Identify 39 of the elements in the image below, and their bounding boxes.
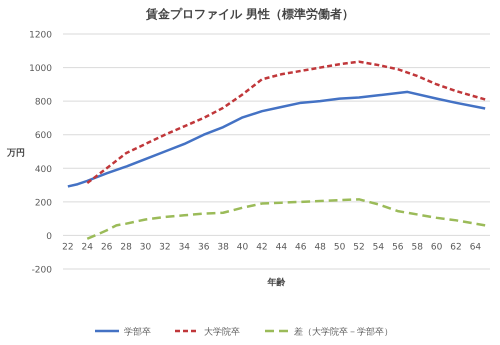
y-axis-title: 万円 [6,148,25,158]
x-tick-label: 52 [353,242,365,252]
x-tick-label: 54 [372,242,384,252]
x-tick-label: 38 [217,242,230,252]
y-tick-label: 1200 [29,30,52,40]
x-tick-label: 48 [314,242,326,252]
y-tick-label: 800 [34,98,52,108]
x-tick-label: 64 [470,242,482,252]
x-tick-label: 34 [178,242,190,252]
legend-label: 差（大学院卒－学部卒） [294,326,393,338]
x-tick-label: 50 [334,242,346,252]
line-series [66,90,486,188]
x-tick-label: 58 [411,242,424,252]
x-tick-label: 40 [236,242,249,252]
y-tick-label: 1000 [29,64,52,74]
x-tick-label: 28 [120,242,132,252]
x-tick-label: 56 [392,242,404,252]
x-tick-label: 36 [198,242,210,252]
x-tick-label: 42 [256,242,268,252]
line-series [86,198,486,240]
x-tick-label: 62 [450,242,462,252]
x-tick-label: 24 [82,242,94,252]
chart-title: 賃金プロファイル 男性（標準労働者） [144,7,354,21]
y-tick-label: 0 [46,232,52,242]
x-tick-label: 60 [430,242,443,252]
x-tick-label: 26 [100,242,113,252]
legend-label: 学部卒 [124,326,151,338]
line-series [86,60,486,184]
legend-label: 大学院卒 [204,326,240,338]
x-tick-label: 32 [159,242,171,252]
x-tick-label: 30 [140,242,152,252]
x-tick-label: 44 [276,242,288,252]
x-tick-label: 22 [62,242,74,252]
y-tick-label: 200 [34,198,52,208]
y-tick-label: 600 [34,131,52,142]
y-tick-label: -200 [32,266,52,276]
y-tick-label: 400 [34,164,52,175]
x-axis-title: 年齢 [266,277,286,288]
x-tick-label: 46 [295,242,307,252]
